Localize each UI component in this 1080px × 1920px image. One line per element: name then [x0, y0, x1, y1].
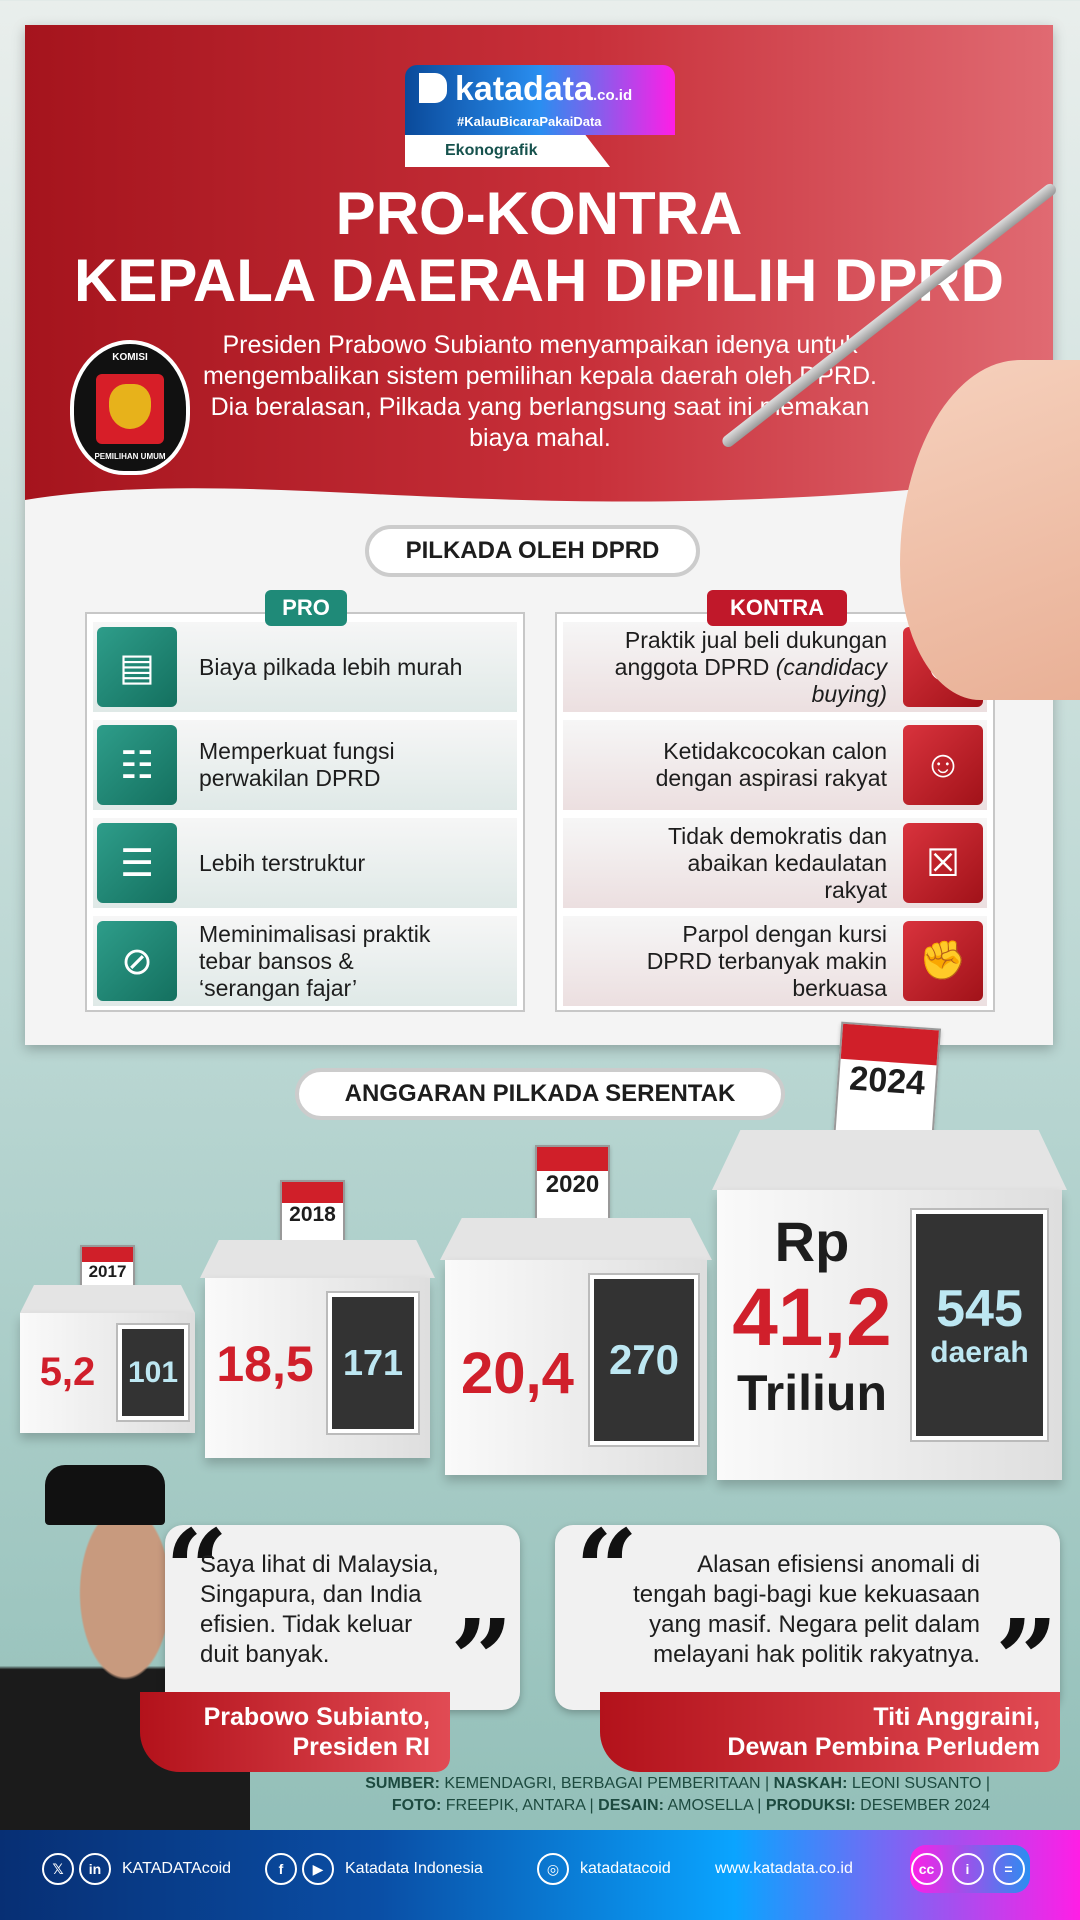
footer-facebook-youtube[interactable]: f ▶ Katadata Indonesia: [265, 1852, 483, 1886]
linkedin-icon[interactable]: in: [79, 1853, 111, 1885]
kontra-box: Praktik jual beli dukungan anggota DPRD …: [555, 612, 995, 1012]
ballot-box-2024: 2024 545 daerah Rp 41,2 Triliun: [712, 1020, 1067, 1485]
pro-item: ⊘ Meminimalisasi praktik tebar bansos & ‘…: [93, 916, 517, 1006]
pro-item-text: Biaya pilkada lebih murah: [199, 653, 463, 680]
page-title-line2: KEPALA DAERAH DIPILIH DPRD: [73, 247, 1005, 314]
footer-website[interactable]: www.katadata.co.id: [715, 1860, 853, 1877]
cc-icon: cc: [910, 1853, 943, 1885]
section-pilkada-dprd: PILKADA OLEH DPRD: [365, 525, 700, 577]
ballot-reject-icon: ☒: [903, 823, 983, 903]
open-quote-icon: “: [165, 1505, 229, 1634]
quote-bubble-prabowo: “ Saya lihat di Malaysia, Singapura, dan…: [165, 1515, 520, 1715]
regions-count: 101: [116, 1323, 190, 1422]
regions-count: 270: [588, 1273, 700, 1447]
budget-amount: 18,5: [216, 1336, 314, 1392]
no-derivatives-icon: =: [992, 1853, 1025, 1885]
header-wave: [25, 455, 1053, 535]
pro-item: ☰ Lebih terstruktur: [93, 818, 517, 908]
kontra-item-text: Tidak demokratis dan abaikan kedaulatan …: [667, 822, 887, 903]
budget-amount: Rp 41,2 Triliun: [732, 1210, 892, 1421]
kontra-item-text: Praktik jual beli dukungan anggota DPRD …: [614, 626, 887, 707]
quote-author-titi: Titi Anggraini, Dewan Pembina Perludem: [600, 1692, 1060, 1772]
creative-commons-badge: cc i =: [910, 1845, 1030, 1893]
kontra-item: Ketidakcocokan calon dengan aspirasi rak…: [563, 720, 987, 810]
ballot-box-2020: 2020 270 20,4: [440, 1140, 712, 1480]
budget-amount: 20,4: [461, 1341, 574, 1406]
pro-item-text: Memperkuat fungsi perwakilan DPRD: [199, 738, 395, 791]
open-quote-icon: “: [575, 1505, 639, 1634]
intro-text: Presiden Prabowo Subianto menyampaikan i…: [203, 331, 877, 452]
budget-amount: 5,2: [39, 1350, 96, 1394]
kpu-logo-top-text: KOMISI: [112, 352, 148, 363]
kontra-item: Praktik jual beli dukungan anggota DPRD …: [563, 622, 987, 712]
structure-icon: ☰: [97, 823, 177, 903]
quote-text: Alasan efisiensi anomali di tengah bagi-…: [633, 1551, 980, 1668]
power-fist-icon: ✊: [903, 921, 983, 1001]
ballot-box-2018: 2018 171 18,5: [200, 1175, 435, 1465]
footer-instagram[interactable]: ◎ katadatacoid: [537, 1852, 671, 1886]
youtube-icon[interactable]: ▶: [302, 1853, 334, 1885]
pro-item: ▤ Biaya pilkada lebih murah: [93, 622, 517, 712]
kpu-logo-bottom-text: PEMILIHAN UMUM: [94, 452, 166, 461]
credits: SUMBER: KEMENDAGRI, BERBAGAI PEMBERITAAN…: [365, 1775, 990, 1814]
main-card: katadata.co.id #KalauBicaraPakaiData Eko…: [25, 25, 1053, 1045]
instagram-icon[interactable]: ◎: [537, 1853, 569, 1885]
meeting-icon: ☷: [97, 725, 177, 805]
logo-domain: .co.id: [592, 87, 633, 104]
kpu-logo: KOMISI PEMILIHAN UMUM: [70, 340, 190, 475]
candidate-mismatch-icon: ☺: [903, 725, 983, 805]
regions-count: 171: [326, 1291, 420, 1435]
ballot-card-year: 2024: [832, 1021, 942, 1149]
kontra-badge: KONTRA: [707, 590, 847, 626]
quote-bubble-titi: “ Alasan efisiensi anomali di tengah bag…: [555, 1515, 1060, 1715]
regions-count: 545 daerah: [910, 1208, 1049, 1442]
garuda-icon: [109, 384, 151, 429]
pro-item-text: Meminimalisasi praktik tebar bansos & ‘s…: [199, 920, 431, 1001]
pro-badge: PRO: [265, 590, 347, 626]
section-label: Ekonografik: [405, 135, 610, 167]
attribution-icon: i: [951, 1853, 984, 1885]
quote-author-prabowo: Prabowo Subianto, Presiden RI: [140, 1692, 450, 1772]
kontra-item-text: Parpol dengan kursi DPRD terbanyak makin…: [646, 920, 887, 1001]
katadata-logo[interactable]: katadata.co.id #KalauBicaraPakaiData Eko…: [405, 65, 675, 170]
calculator-document-icon: ▤: [97, 627, 177, 707]
page-title-line1: PRO-KONTRA: [335, 180, 743, 247]
close-quote-icon: ”: [450, 1595, 514, 1724]
pro-item-text: Lebih terstruktur: [199, 849, 366, 876]
ballot-card-year: 2020: [535, 1145, 610, 1230]
section-anggaran: ANGGARAN PILKADA SERENTAK: [295, 1068, 785, 1120]
logo-tagline: #KalauBicaraPakaiData: [457, 114, 602, 129]
ballot-box-2017: 2017 101 5,2: [20, 1240, 195, 1440]
pro-box: ▤ Biaya pilkada lebih murah ☷ Memperkuat f…: [85, 612, 525, 1012]
logo-brand: katadata: [455, 70, 593, 108]
facebook-icon[interactable]: f: [265, 1853, 297, 1885]
kontra-item-text: Ketidakcocokan calon dengan aspirasi rak…: [655, 738, 887, 791]
quote-text: Saya lihat di Malaysia, Singapura, dan I…: [200, 1551, 439, 1668]
pro-item: ☷ Memperkuat fungsi perwakilan DPRD: [93, 720, 517, 810]
kontra-item: Tidak demokratis dan abaikan kedaulatan …: [563, 818, 987, 908]
x-icon[interactable]: 𝕏: [42, 1853, 74, 1885]
no-bansos-icon: ⊘: [97, 921, 177, 1001]
kontra-item: Parpol dengan kursi DPRD terbanyak makin…: [563, 916, 987, 1006]
